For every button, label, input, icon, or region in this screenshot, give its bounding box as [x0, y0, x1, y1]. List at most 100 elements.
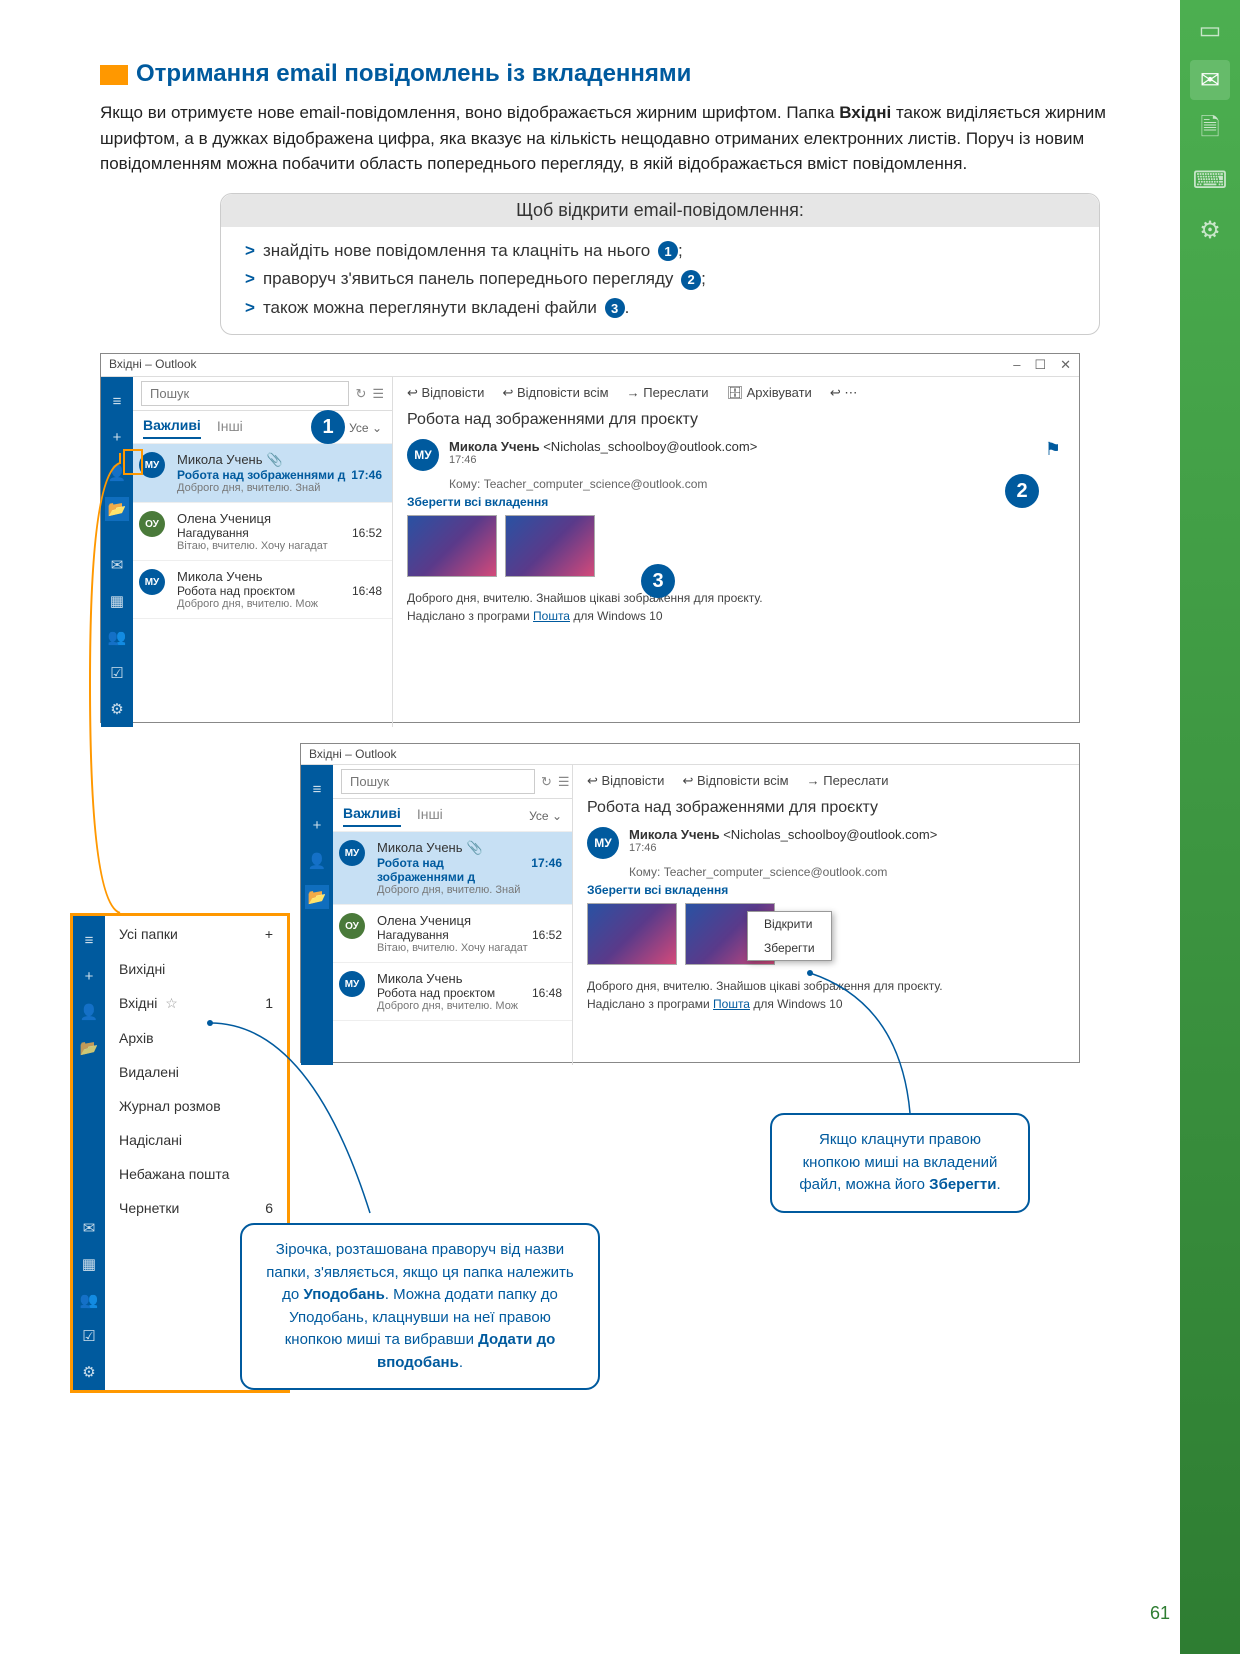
inbox-icon[interactable]: 📂: [105, 497, 129, 521]
star-icon: ☆: [165, 995, 178, 1011]
folder-item[interactable]: Журнал розмов: [119, 1089, 273, 1123]
forward-button[interactable]: Переслати: [807, 773, 889, 789]
mail-icon[interactable]: ✉: [77, 1216, 101, 1240]
read-actions: Відповісти Відповісти всім Переслати Арх…: [407, 385, 1065, 401]
reply-all-button[interactable]: Відповісти всім: [682, 773, 788, 789]
callout-badge-1: 1: [311, 410, 345, 444]
add-folder-icon[interactable]: +: [265, 926, 273, 942]
people-icon[interactable]: 👤: [305, 849, 329, 873]
tab-other-2[interactable]: Інші: [417, 806, 443, 826]
callout-star: Зірочка, розташована праворуч від назви …: [240, 1223, 600, 1390]
settings-icon[interactable]: ⚙: [77, 1360, 101, 1384]
archive-button[interactable]: Архівувати: [727, 385, 812, 401]
read-time: 17:46: [449, 454, 757, 466]
folder-item[interactable]: Вихідні: [119, 952, 273, 986]
more-icon[interactable]: ✉: [105, 553, 129, 577]
tab-important[interactable]: Важливі: [143, 417, 201, 439]
select-icon[interactable]: ☰: [372, 386, 384, 402]
new-icon[interactable]: +: [305, 813, 329, 837]
refresh-icon[interactable]: ↻: [541, 774, 552, 790]
more-button[interactable]: ⋯: [830, 385, 858, 401]
inbox-icon[interactable]: 📂: [77, 1036, 101, 1060]
msg-preview: Вітаю, вчителю. Хочу нагадат: [377, 942, 562, 954]
reply-button[interactable]: Відповісти: [407, 385, 484, 401]
context-open[interactable]: Відкрити: [748, 912, 831, 936]
flag-icon[interactable]: ⚑: [1045, 439, 1061, 460]
search-input-2[interactable]: [341, 769, 535, 794]
select-icon[interactable]: ☰: [558, 774, 570, 790]
folder-item[interactable]: Видалені: [119, 1055, 273, 1089]
tab-all[interactable]: Усе ⌄: [349, 421, 382, 435]
todo-icon[interactable]: ☑: [77, 1324, 101, 1348]
msg-from: Микола Учень: [177, 569, 382, 584]
people2-icon[interactable]: 👥: [77, 1288, 101, 1312]
people-icon[interactable]: 👤: [77, 1000, 101, 1024]
menu-icon[interactable]: ≡: [77, 928, 101, 952]
save-all-attachments[interactable]: Зберегти всі вкладення: [407, 495, 1065, 509]
msg-subject: Робота над проєктом16:48: [377, 986, 562, 1000]
folder-item[interactable]: Архів: [119, 1021, 273, 1055]
people2-icon[interactable]: 👥: [105, 625, 129, 649]
tab-other[interactable]: Інші: [217, 418, 243, 438]
message-item[interactable]: МУМикола Учень📎Робота над зображеннями д…: [333, 832, 572, 905]
page-number: 61: [1150, 1603, 1170, 1624]
msg-from: Микола Учень📎: [177, 452, 382, 468]
paperclip-icon: 📎: [467, 840, 483, 855]
message-item[interactable]: МУМикола УченьРобота над проєктом16:48До…: [333, 963, 572, 1021]
folder-item[interactable]: Чернетки6: [119, 1191, 273, 1225]
message-item[interactable]: МУМикола УченьРобота над проєктом16:48До…: [133, 561, 392, 619]
attachment-2[interactable]: [505, 515, 595, 577]
steps-box: Щоб відкрити email-повідомлення: знайдіт…: [220, 193, 1100, 336]
msg-from: Микола Учень: [377, 971, 562, 986]
strip-icon-5: ⚙: [1190, 210, 1230, 250]
outlook-sidebar-2: ≡ + 👤 📂: [301, 765, 333, 1065]
strip-icon-2: ✉: [1190, 60, 1230, 100]
msg-preview: Доброго дня, вчителю. Мож: [177, 598, 382, 610]
cal-icon[interactable]: ▦: [105, 589, 129, 613]
read-subject: Робота над зображеннями для проєкту: [407, 411, 1065, 429]
callout-badge-3: 3: [641, 564, 675, 598]
strip-icon-3: 🗎: [1190, 110, 1230, 150]
msg-from: Олена Учениця: [377, 913, 562, 928]
folder-item[interactable]: Небажана пошта: [119, 1157, 273, 1191]
cal-icon[interactable]: ▦: [77, 1252, 101, 1276]
read-body-2: Доброго дня, вчителю. Знайшов цікаві зоб…: [587, 977, 1065, 1013]
attachment-1[interactable]: [407, 515, 497, 577]
forward-button[interactable]: Переслати: [627, 385, 709, 401]
msg-preview: Доброго дня, вчителю. Знай: [177, 482, 382, 494]
message-item[interactable]: МУМикола Учень📎Робота над зображеннями д…: [133, 444, 392, 503]
inbox-icon[interactable]: 📂: [305, 885, 329, 909]
callout-badge-2: 2: [1005, 474, 1039, 508]
msg-subject: Робота над зображеннями д17:46: [377, 856, 562, 884]
tab-important-2[interactable]: Важливі: [343, 805, 401, 827]
orange-marker: [100, 65, 128, 85]
reply-button[interactable]: Відповісти: [587, 773, 664, 789]
tab-all-2[interactable]: Усе ⌄: [529, 809, 562, 823]
attachments-row-2: Відкрити Зберегти: [587, 903, 1065, 965]
folder-item[interactable]: Надіслані: [119, 1123, 273, 1157]
search-input[interactable]: [141, 381, 349, 406]
save-all-attachments-2[interactable]: Зберегти всі вкладення: [587, 883, 1065, 897]
context-save[interactable]: Зберегти: [748, 936, 831, 960]
strip-icon-4: ⌨: [1190, 160, 1230, 200]
message-item[interactable]: ОУОлена УченицяНагадування16:52Вітаю, вч…: [133, 503, 392, 561]
msg-avatar: МУ: [339, 840, 365, 866]
msg-from: Олена Учениця: [177, 511, 382, 526]
settings-icon[interactable]: ⚙: [105, 697, 129, 721]
window-title-2: Вхідні – Outlook: [309, 747, 397, 761]
todo-icon[interactable]: ☑: [105, 661, 129, 685]
orange-highlight-1: [123, 449, 143, 475]
refresh-icon[interactable]: ↻: [355, 386, 366, 402]
reply-all-button[interactable]: Відповісти всім: [502, 385, 608, 401]
new-icon[interactable]: +: [105, 425, 129, 449]
new-icon[interactable]: +: [77, 964, 101, 988]
read-subject-2: Робота над зображеннями для проєкту: [587, 799, 1065, 817]
read-avatar-2: МУ: [587, 827, 619, 859]
menu-icon[interactable]: ≡: [305, 777, 329, 801]
message-item[interactable]: ОУОлена УченицяНагадування16:52Вітаю, вч…: [333, 905, 572, 963]
menu-icon[interactable]: ≡: [105, 389, 129, 413]
msg-subject: Робота над проєктом16:48: [177, 584, 382, 598]
folder-item[interactable]: Вхідні ☆1: [119, 986, 273, 1021]
outlook-window-1: Вхідні – Outlook –☐✕ ≡ + 👤 📂 ✉ ▦ 👥 ☑ ⚙: [100, 353, 1080, 723]
attachment-1-b[interactable]: [587, 903, 677, 965]
